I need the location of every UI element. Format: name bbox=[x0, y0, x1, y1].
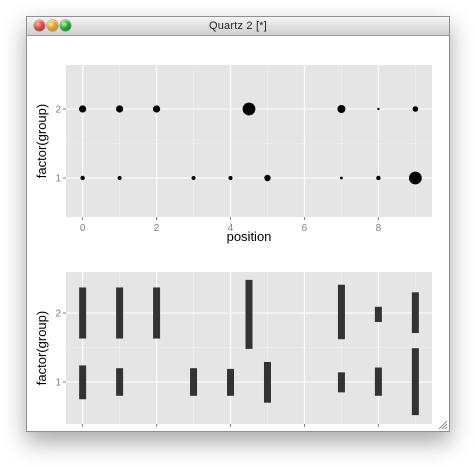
bar-mark bbox=[374, 367, 382, 396]
x-tick-label: 2 bbox=[154, 223, 160, 234]
close-window-button[interactable] bbox=[34, 20, 45, 31]
bar-marks bbox=[79, 279, 419, 416]
scatter-point bbox=[191, 176, 196, 180]
scatter-point bbox=[80, 175, 85, 181]
scatter-x-axis-label: position bbox=[227, 229, 272, 244]
scatter-point bbox=[242, 102, 256, 116]
bar-mark bbox=[116, 287, 124, 339]
bar-y-axis-label: factor(group) bbox=[34, 311, 49, 385]
bar-mark bbox=[263, 361, 271, 403]
bar-y-axis-ticks: 12 bbox=[55, 309, 66, 389]
zoom-window-button[interactable] bbox=[60, 20, 71, 31]
scatter-point bbox=[152, 105, 161, 113]
scatter-point bbox=[264, 174, 271, 182]
scatter-panel-background bbox=[66, 65, 432, 217]
x-tick-label: 4 bbox=[228, 223, 234, 234]
x-tick-label: 0 bbox=[80, 223, 86, 234]
bar-mark bbox=[79, 287, 87, 339]
bar-mark bbox=[374, 306, 382, 322]
bar-mark bbox=[245, 279, 253, 349]
scatter-point bbox=[228, 176, 233, 180]
y-tick-label: 2 bbox=[55, 105, 61, 116]
x-tick-label: 6 bbox=[302, 223, 308, 234]
x-tick-label: 8 bbox=[376, 223, 382, 234]
bar-mark bbox=[190, 368, 198, 396]
scatter-points bbox=[79, 102, 422, 185]
y-tick-label: 1 bbox=[55, 174, 61, 185]
scatter-point bbox=[376, 175, 381, 181]
minimize-window-button[interactable] bbox=[47, 20, 58, 31]
scatter-point bbox=[377, 107, 380, 111]
bar-mark bbox=[116, 368, 124, 396]
bar-mark bbox=[411, 348, 419, 416]
titlebar[interactable]: Quartz 2 [*] bbox=[27, 17, 449, 36]
bar-mark bbox=[337, 372, 345, 393]
scatter-point bbox=[412, 106, 419, 112]
y-tick-label: 2 bbox=[55, 309, 61, 320]
bar-mark bbox=[411, 292, 419, 334]
scatter-point bbox=[79, 105, 87, 113]
bar-mark bbox=[227, 368, 235, 396]
window-title: Quartz 2 [*] bbox=[208, 20, 268, 32]
scatter-y-axis-label: factor(group) bbox=[34, 104, 49, 178]
scatter-point bbox=[340, 176, 343, 180]
bar-mark bbox=[79, 365, 87, 400]
scatter-point bbox=[117, 176, 122, 180]
scatter-point bbox=[408, 171, 422, 185]
bar-mark bbox=[153, 287, 161, 339]
bar-mark bbox=[337, 284, 345, 340]
scatter-x-axis-ticks: 0 2 4 6 8 bbox=[80, 217, 382, 234]
scatter-y-axis-ticks: 12 bbox=[55, 105, 66, 185]
resize-grip-icon[interactable] bbox=[436, 418, 448, 430]
scatter-point bbox=[116, 105, 124, 113]
y-tick-label: 1 bbox=[55, 378, 61, 389]
scatter-point bbox=[337, 105, 346, 113]
